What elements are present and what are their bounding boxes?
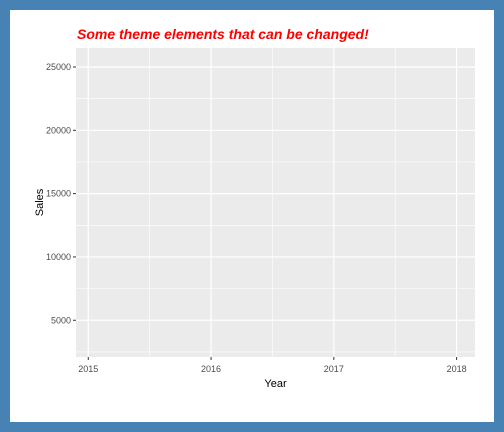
y-tick-label: 20000 xyxy=(46,125,71,135)
x-tick-label: 2015 xyxy=(78,364,98,374)
x-tick-label: 2018 xyxy=(447,364,467,374)
chart-title: Some theme elements that can be changed! xyxy=(77,26,369,42)
y-tick-label: 15000 xyxy=(46,189,71,199)
y-tick-label: 25000 xyxy=(46,62,71,72)
x-tick-label: 2017 xyxy=(324,364,344,374)
x-axis-title: Year xyxy=(264,378,287,390)
plot-panel xyxy=(76,48,475,357)
grid-minor xyxy=(76,48,475,357)
x-tick-label: 2016 xyxy=(201,364,221,374)
y-axis-title: Sales xyxy=(34,188,46,216)
x-axis: 2015 2016 2017 2018 xyxy=(78,357,467,374)
grid-major xyxy=(76,48,475,357)
y-axis: 5000 10000 15000 20000 25000 xyxy=(46,62,76,325)
y-tick-label: 10000 xyxy=(46,252,71,262)
y-tick-label: 5000 xyxy=(51,315,71,325)
